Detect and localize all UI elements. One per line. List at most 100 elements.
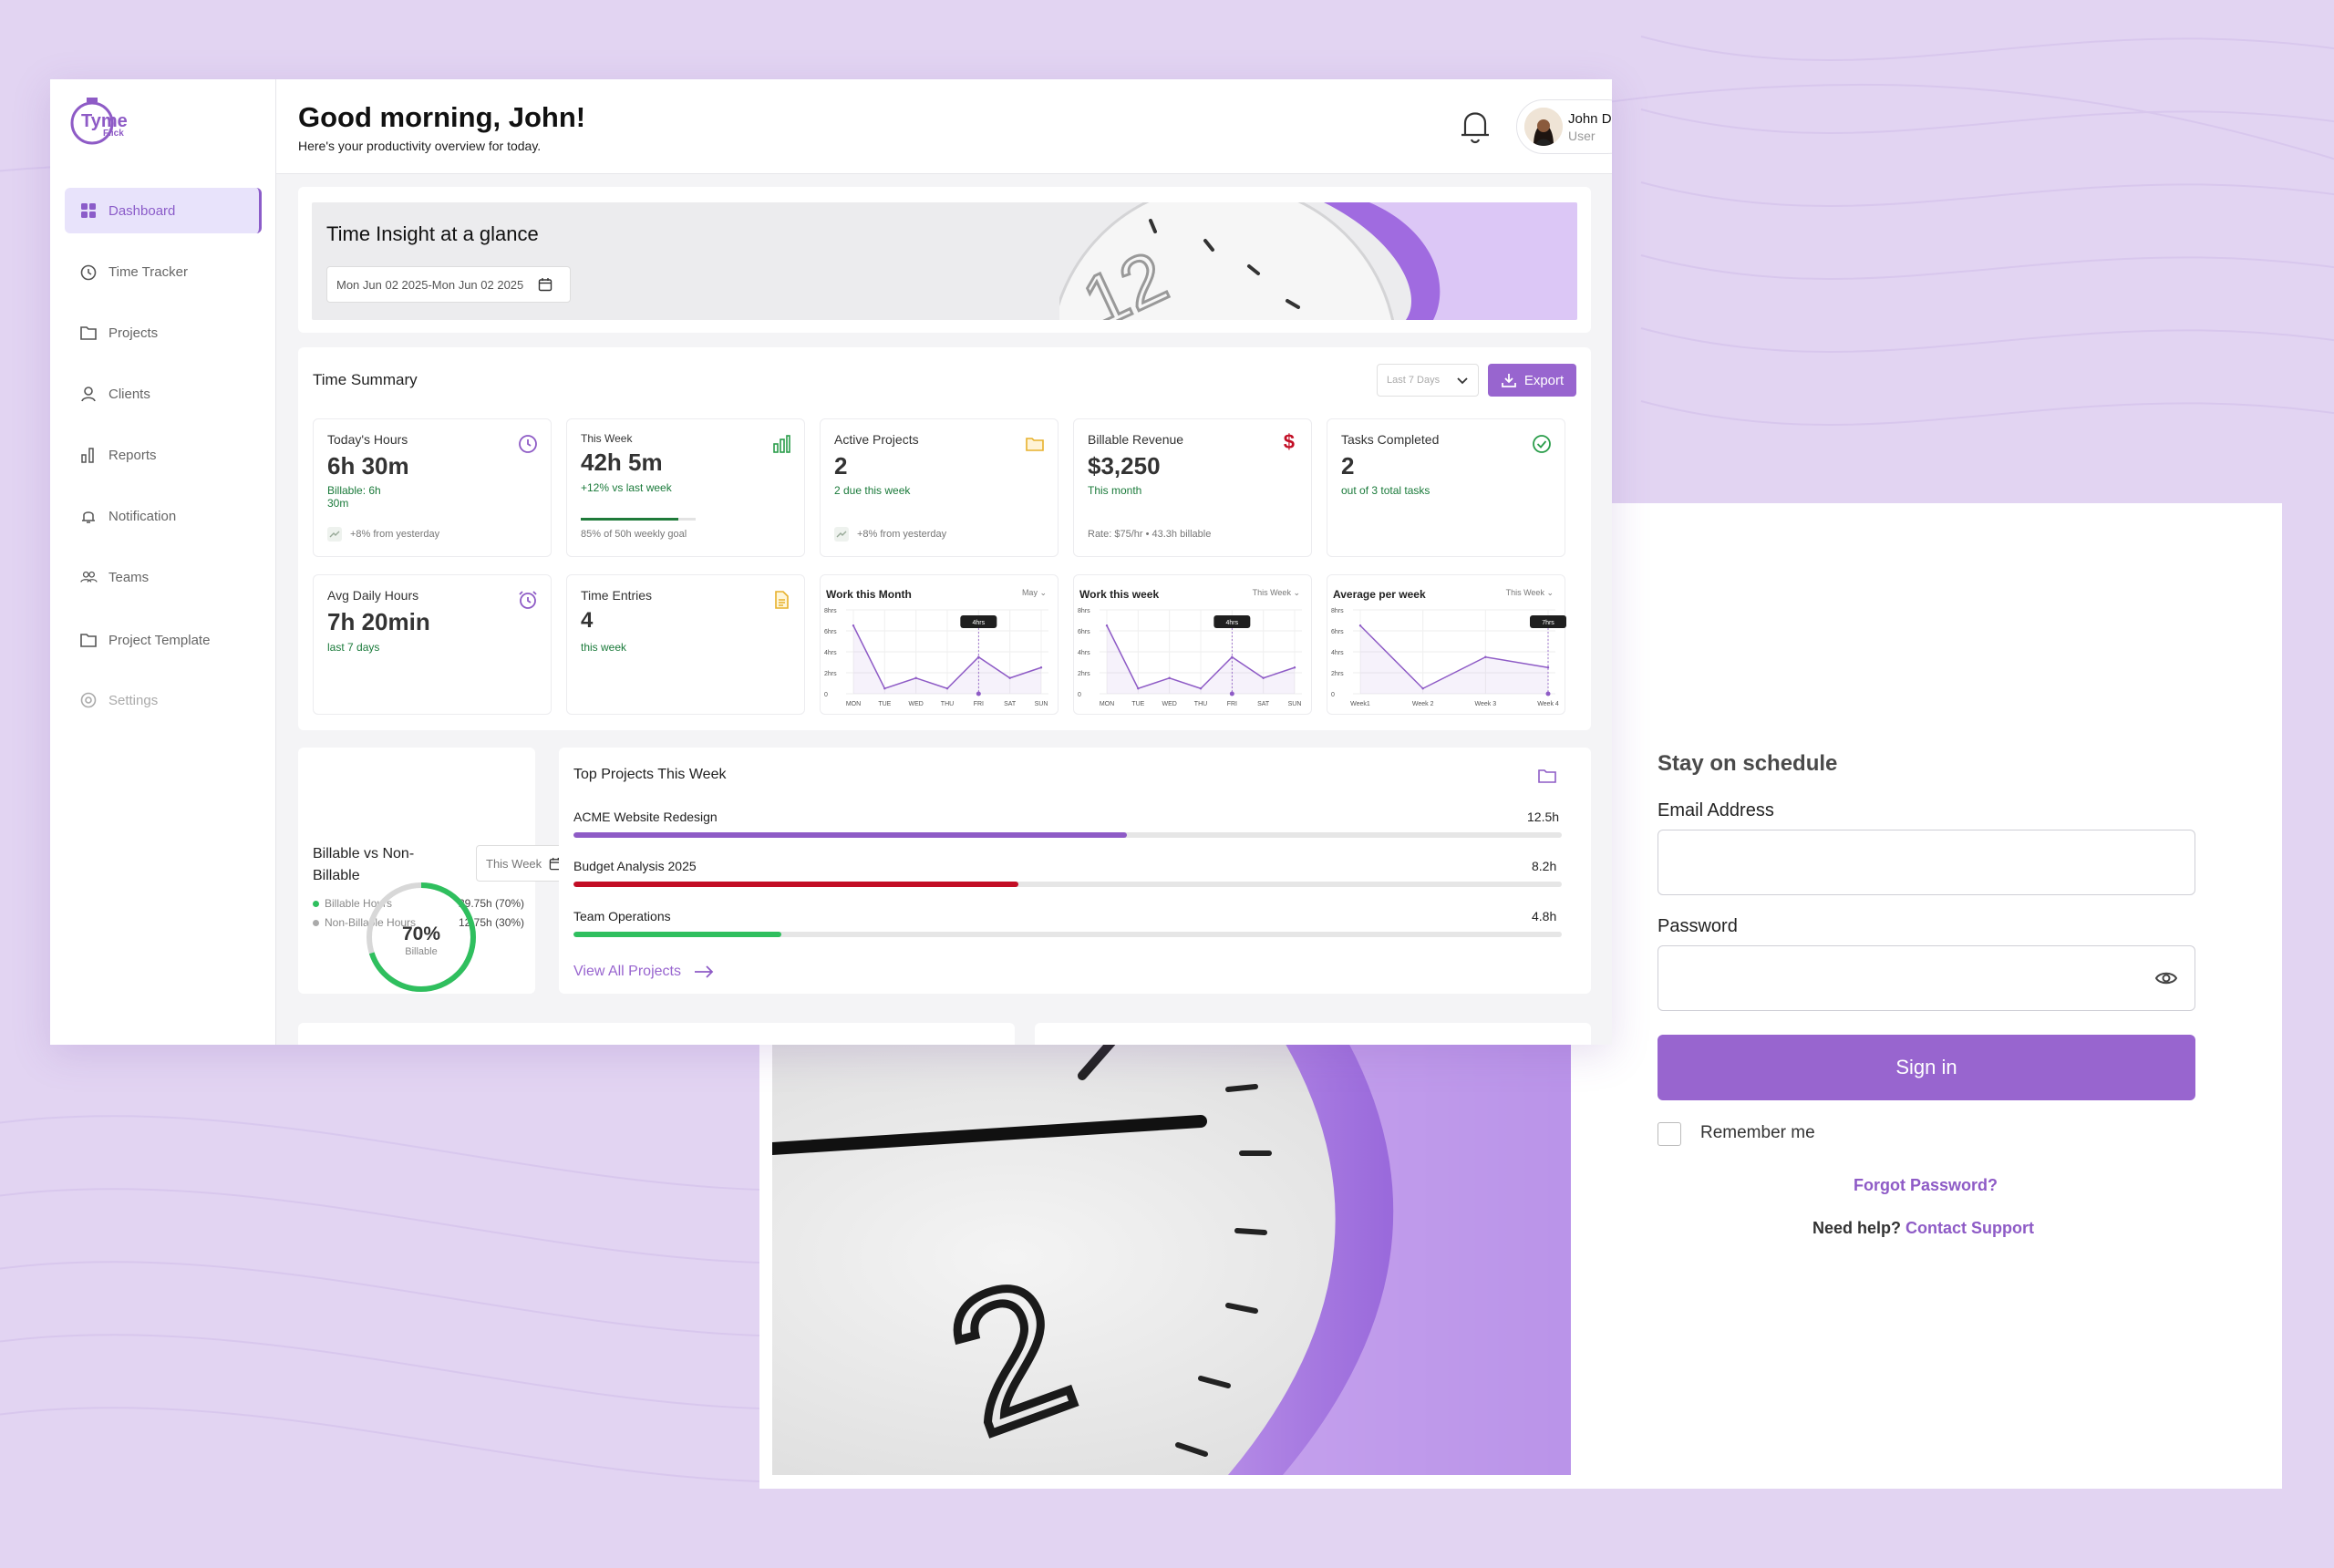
stat-card-tasks-completed: Tasks Completed 2 out of 3 total tasks — [1327, 418, 1565, 557]
billable-range-value: This Week — [486, 856, 542, 871]
user-role: User — [1568, 129, 1596, 143]
email-field[interactable] — [1658, 830, 2195, 895]
stat-sub: 2 due this week — [834, 484, 911, 497]
project-progress — [573, 832, 1562, 838]
stat-card-billable-revenue: Billable Revenue $3,250 This month Rate:… — [1073, 418, 1312, 557]
stat-sub: +12% vs last week — [581, 481, 672, 494]
sidebar-item-notification[interactable]: Notification — [65, 493, 262, 539]
contact-support-link[interactable]: Contact Support — [1905, 1219, 2035, 1237]
sidebar-item-project-template[interactable]: Project Template — [65, 617, 262, 663]
data-point — [945, 687, 949, 690]
data-point — [1546, 666, 1550, 669]
y-tick-label: 8hrs — [1078, 608, 1090, 614]
data-point — [1484, 655, 1487, 658]
sidebar-item-dashboard[interactable]: Dashboard — [65, 188, 262, 233]
export-label: Export — [1523, 372, 1565, 388]
donut-label: Billable — [405, 946, 437, 957]
user-menu[interactable]: John Doe User — [1516, 99, 1612, 154]
bar-chart-icon — [79, 446, 98, 464]
project-hours: 4.8h — [1532, 909, 1557, 923]
stat-value: 4 — [581, 608, 594, 633]
x-tick-label: MON — [1100, 701, 1114, 707]
sidebar-item-settings[interactable]: Settings — [65, 677, 262, 723]
x-tick-label: Week 4 — [1537, 701, 1559, 707]
sidebar-item-teams[interactable]: Teams — [65, 554, 262, 600]
stat-label: Today's Hours — [327, 432, 408, 447]
y-tick-label: 8hrs — [824, 608, 837, 614]
mini-line-chart: 8hrs 6hrs 4hrs 2hrs 0 MON TUE WED THU FRI SAT SUN 4h… — [1078, 608, 1302, 707]
sign-in-button[interactable]: Sign in — [1658, 1035, 2195, 1100]
y-tick-label: 2hrs — [824, 671, 837, 677]
stat-card-time-entries: Time Entries 4 this week — [566, 574, 805, 715]
remember-me-checkbox[interactable] — [1658, 1122, 1681, 1146]
x-tick-label: SUN — [1288, 701, 1302, 707]
grid-icon — [79, 201, 98, 220]
stat-sub: This month — [1088, 484, 1142, 497]
folder-icon — [79, 324, 98, 342]
notification-bell-icon[interactable] — [1457, 105, 1493, 147]
x-tick-label: TUE — [1131, 701, 1144, 707]
logo-subtext: Flick — [103, 129, 124, 139]
x-tick-label: FRI — [1227, 701, 1237, 707]
view-all-projects-link[interactable]: View All Projects — [573, 964, 714, 980]
series-area — [853, 625, 1041, 694]
document-icon — [775, 591, 789, 609]
login-title: Stay on schedule — [1658, 751, 1838, 776]
top-bar: Good morning, John! Here's your producti… — [276, 79, 1612, 174]
mini-chart-select[interactable]: This Week ⌄ — [1252, 588, 1300, 597]
x-tick-label: WED — [908, 701, 923, 707]
y-tick-label: 8hrs — [1331, 608, 1344, 614]
export-button[interactable]: Export — [1488, 364, 1576, 397]
project-progress-fill — [573, 832, 1128, 838]
forgot-password-link[interactable]: Forgot Password? — [1854, 1176, 1998, 1194]
stat-value: 42h 5m — [581, 449, 663, 476]
billable-range-select[interactable]: This Week — [476, 845, 572, 882]
top-projects-title: Top Projects This Week — [573, 767, 727, 782]
range-select[interactable]: Last 7 Days — [1377, 364, 1479, 397]
sidebar-item-time-tracker[interactable]: Time Tracker — [65, 249, 262, 294]
mini-chart-title: Work this week — [1079, 588, 1160, 601]
eye-icon[interactable] — [2154, 968, 2178, 988]
mini-chart-select-value: May — [1021, 588, 1038, 597]
mini-chart-select[interactable]: May ⌄ — [1021, 588, 1047, 597]
data-point — [1421, 687, 1424, 690]
password-field[interactable] — [1658, 945, 2195, 1011]
data-point — [1358, 624, 1362, 627]
sidebar-item-clients[interactable]: Clients — [65, 371, 262, 417]
project-progress-fill — [573, 882, 1018, 887]
mini-line-chart: 8hrs 6hrs 4hrs 2hrs 0 MON TUE WED THU FRI SAT SUN 4h… — [824, 608, 1048, 707]
donut-percent: 70% — [402, 923, 440, 944]
legend-dot — [313, 901, 319, 907]
x-tick-label: MON — [846, 701, 861, 707]
weekly-goal-progress — [581, 518, 696, 521]
date-range-picker[interactable]: Mon Jun 02 2025-Mon Jun 02 2025 — [326, 266, 571, 303]
stat-value: 7h 20min — [327, 608, 430, 635]
sidebar-item-label: Project Template — [108, 632, 211, 648]
x-tick-label: WED — [1162, 701, 1176, 707]
bottom-panel-right — [1035, 1023, 1591, 1045]
folder-icon — [1026, 438, 1044, 451]
stat-card-this-week: This Week 42h 5m +12% vs last week 85% o… — [566, 418, 805, 557]
stat-label: Avg Daily Hours — [327, 588, 419, 603]
sidebar-item-reports[interactable]: Reports — [65, 432, 262, 478]
stat-card-avg-daily-hours: Avg Daily Hours 7h 20min last 7 days — [313, 574, 552, 715]
x-tick-label: Week1 — [1350, 701, 1370, 707]
folder-icon[interactable] — [1537, 767, 1557, 785]
sidebar-item-label: Time Tracker — [108, 263, 188, 280]
trend-up-icon — [327, 527, 342, 542]
data-point — [1137, 687, 1140, 690]
user-icon — [79, 385, 98, 403]
sidebar-item-label: Projects — [108, 325, 159, 341]
stat-sub: Billable: 6h 30m — [327, 484, 381, 510]
clock-icon — [79, 263, 98, 281]
top-projects-panel — [559, 748, 1591, 994]
sidebar-item-projects[interactable]: Projects — [65, 310, 262, 356]
y-tick-label: 6hrs — [1078, 629, 1090, 635]
trend-up-icon — [834, 527, 849, 542]
check-circle-icon — [1533, 435, 1551, 453]
download-icon — [1501, 374, 1516, 387]
mini-chart-work-this-month: Work this Month May ⌄ 8hrs 6hrs 4hrs 2hrs 0 M… — [820, 574, 1059, 715]
logo-text: Tyme — [81, 111, 128, 131]
tooltip-label: 4hrs — [1226, 620, 1239, 626]
mini-chart-select[interactable]: This Week ⌄ — [1505, 588, 1554, 597]
